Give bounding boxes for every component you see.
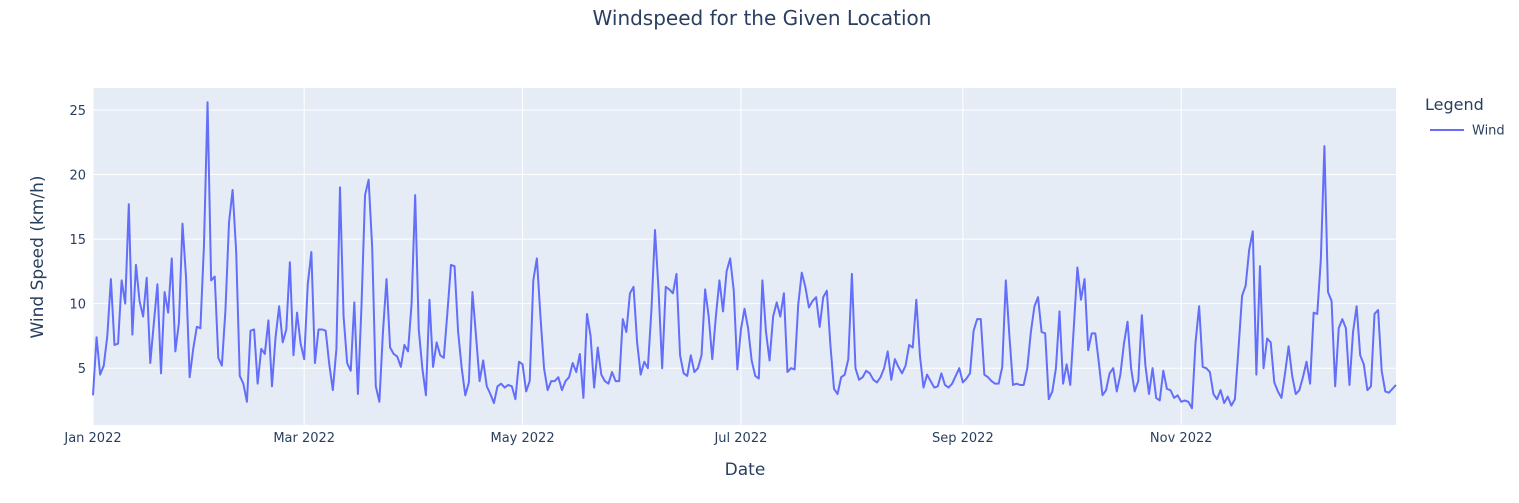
series-line-wind[interactable]: [92, 101, 1397, 410]
y-tick-label: 20: [69, 169, 86, 184]
x-axis-ticks: Jan 2022 Mar 2022 May 2022 Jul 2022 Sep 2022…: [63, 431, 1212, 446]
legend-item-wind[interactable]: Wind: [1472, 124, 1505, 139]
x-tick-label: Nov 2022: [1150, 431, 1213, 446]
y-axis-ticks: 5 10 15 20 25: [69, 104, 86, 377]
y-axis-title: Wind Speed (km/h): [28, 176, 48, 339]
chart-title: Windspeed for the Given Location: [593, 6, 932, 30]
y-tick-label: 5: [78, 362, 86, 377]
x-tick-label: Jan 2022: [63, 431, 121, 446]
y-tick-label: 10: [69, 298, 86, 313]
y-tick-label: 15: [69, 233, 86, 248]
plot-background: [93, 88, 1396, 425]
y-tick-label: 25: [69, 104, 86, 119]
legend-title: Legend: [1425, 95, 1484, 114]
gridlines: [92, 88, 1396, 425]
x-tick-label: Jul 2022: [713, 431, 767, 446]
x-tick-label: Sep 2022: [932, 431, 994, 446]
x-axis-title: Date: [725, 460, 766, 480]
legend[interactable]: Legend Wind: [1425, 95, 1505, 139]
x-tick-label: Mar 2022: [273, 431, 335, 446]
x-tick-label: May 2022: [491, 431, 555, 446]
